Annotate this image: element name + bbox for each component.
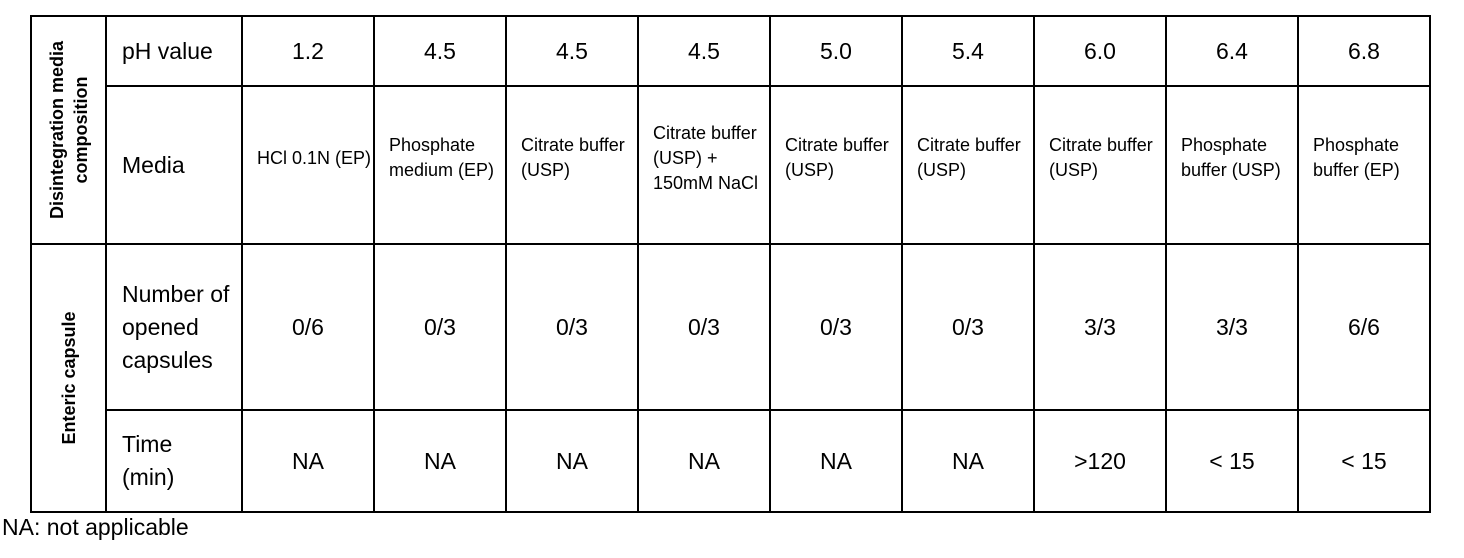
opened-cell: 0/3 [637,243,771,411]
row-label-opened: Number of opened capsules [105,243,243,411]
row-label-ph: pH value [105,15,243,87]
opened-cell: 0/3 [373,243,507,411]
opened-cell: 0/3 [901,243,1035,411]
group-media-composition-label: Disintegration media composition [46,40,91,220]
opened-cell: 3/3 [1033,243,1167,411]
row-label-time: Time (min) [105,409,243,513]
ph-cell: 6.0 [1033,15,1167,87]
opened-cell: 3/3 [1165,243,1299,411]
ph-cell: 1.2 [241,15,375,87]
time-cell: NA [373,409,507,513]
time-cell: >120 [1033,409,1167,513]
group-enteric-capsule-wrap: Enteric capsule [32,246,105,510]
time-row: Time (min) NA NA NA NA NA NA >120 < 15 < 15 [31,409,1431,513]
media-cell: Phosphate buffer (USP) [1165,85,1299,245]
opened-cell: 0/6 [241,243,375,411]
footnote: NA: not applicable [2,514,189,540]
media-cell: Citrate buffer (USP) [901,85,1035,245]
time-cell: NA [901,409,1035,513]
ph-cell: 4.5 [637,15,771,87]
group-enteric-capsule-label: Enteric capsule [58,311,79,445]
media-cell: Phosphate medium (EP) [373,85,507,245]
group-enteric-capsule: Enteric capsule [30,243,107,513]
ph-cell: 6.8 [1297,15,1431,87]
ph-row: Disintegration media composition pH valu… [30,15,1431,245]
ph-cell: 5.0 [769,15,903,87]
opened-cell: 6/6 [1297,243,1431,411]
opened-cell: 0/3 [769,243,903,411]
row-label-media: Media [105,85,243,245]
group-media-composition: Disintegration media composition [30,15,107,245]
time-cell: NA [769,409,903,513]
media-cell: Citrate buffer (USP) [505,85,639,245]
media-cell: HCl 0.1N (EP) [241,85,375,245]
time-cell: NA [505,409,639,513]
media-cell: Citrate buffer (USP) [769,85,903,245]
media-row: Media HCl 0.1N (EP) Phosphate medium (EP)… [31,85,1431,245]
time-cell: < 15 [1297,409,1431,513]
media-cell: Citrate buffer (USP) [1033,85,1167,245]
time-cell: NA [637,409,771,513]
ph-cell: 6.4 [1165,15,1299,87]
media-cell: Citrate buffer (USP) + 150mM NaCl [637,85,771,245]
time-cell: NA [241,409,375,513]
ph-cell: 4.5 [505,15,639,87]
disintegration-table: Disintegration media composition pH valu… [30,15,1431,513]
group-media-composition-wrap: Disintegration media composition [32,18,105,242]
media-cell: Phosphate buffer (EP) [1297,85,1431,245]
opened-cell: 0/3 [505,243,639,411]
ph-cell: 4.5 [373,15,507,87]
time-cell: < 15 [1165,409,1299,513]
opened-row: Enteric capsule Number of opened capsule… [30,243,1431,513]
ph-cell: 5.4 [901,15,1035,87]
